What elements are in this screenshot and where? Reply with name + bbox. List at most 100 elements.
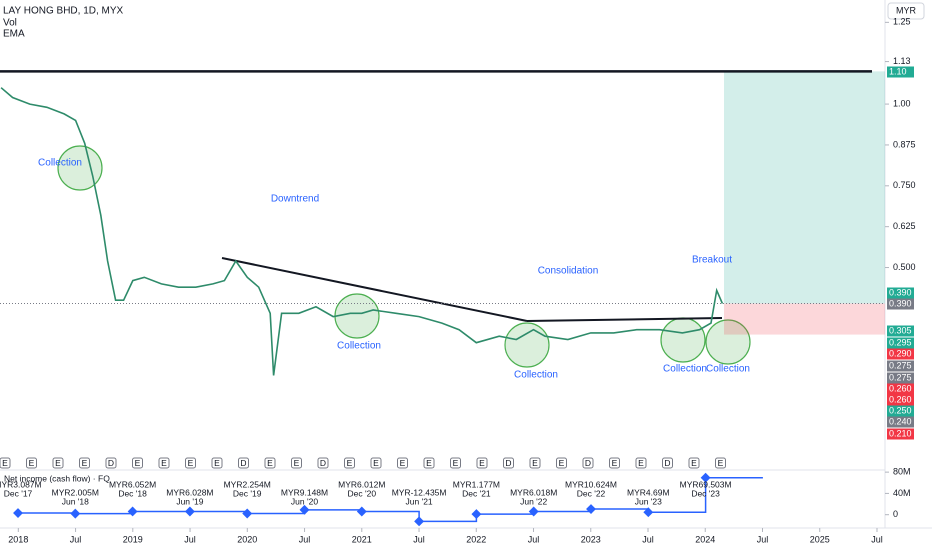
event-label: E bbox=[135, 458, 141, 468]
price-tag bbox=[887, 394, 914, 406]
circle bbox=[504, 322, 550, 368]
net-income-point bbox=[643, 507, 654, 518]
event-label: D bbox=[585, 458, 591, 468]
event-marker bbox=[688, 457, 700, 469]
event-label: D bbox=[108, 458, 114, 468]
event-label: E bbox=[691, 458, 697, 468]
event-label: D bbox=[664, 458, 670, 468]
annotation: Collection bbox=[38, 158, 82, 169]
x-tick-label: 2018 bbox=[8, 534, 28, 544]
event-label: E bbox=[267, 458, 273, 468]
chart-title: LAY HONG BHD, 1D, MYX bbox=[3, 6, 124, 17]
net-income-point bbox=[127, 506, 138, 517]
event-marker bbox=[450, 457, 461, 469]
x-tick-label: 2023 bbox=[581, 534, 601, 544]
circle bbox=[334, 293, 380, 339]
net-income-period: Jun '21 bbox=[406, 496, 433, 506]
event-marker bbox=[158, 457, 170, 469]
event-marker bbox=[582, 457, 594, 469]
net-income-value: MYR69.503M bbox=[680, 479, 732, 489]
annotation: Collection bbox=[663, 364, 707, 375]
net-income-value: MYR2.005M bbox=[52, 487, 99, 497]
trend-lines bbox=[221, 257, 723, 322]
event-marker bbox=[26, 457, 37, 469]
event-label: E bbox=[479, 458, 485, 468]
event-label: E bbox=[161, 458, 167, 468]
net-income-point bbox=[414, 516, 425, 527]
net-income-period: Jun '22 bbox=[520, 496, 547, 506]
annotation: Breakout bbox=[692, 255, 732, 266]
net-income-point bbox=[700, 472, 711, 483]
event-marker bbox=[397, 457, 408, 469]
event-label: E bbox=[400, 458, 406, 468]
target-zone bbox=[724, 71, 885, 304]
net-income-period: Dec '22 bbox=[577, 488, 606, 498]
net-income-value: MYR6.012M bbox=[338, 479, 385, 489]
circle bbox=[660, 317, 706, 363]
event-label: E bbox=[718, 458, 724, 468]
event-label: E bbox=[188, 458, 194, 468]
net-income-value: MYR6.018M bbox=[510, 487, 557, 497]
event-marker bbox=[370, 457, 382, 469]
net-income-value: MYR4.69M bbox=[627, 487, 670, 497]
currency-box[interactable] bbox=[887, 2, 925, 20]
event-label: E bbox=[214, 458, 220, 468]
price-tag-label: 0.250 bbox=[889, 405, 912, 415]
event-label: E bbox=[294, 458, 300, 468]
y-tick-label: 40M bbox=[893, 488, 911, 498]
price-tag-label: 0.390 bbox=[889, 287, 912, 297]
price-tag bbox=[887, 360, 914, 372]
price-line bbox=[0, 87, 724, 376]
trend-line bbox=[526, 317, 723, 322]
net-income-period: Jun '23 bbox=[635, 496, 662, 506]
net-income-period: Dec '18 bbox=[118, 488, 147, 498]
event-marker bbox=[317, 457, 329, 469]
x-tick-label: 2020 bbox=[237, 534, 257, 544]
net-income-period: Dec '17 bbox=[4, 488, 33, 498]
net-income-period: Jun '20 bbox=[291, 496, 318, 506]
y-tick-label: 0.625 bbox=[893, 221, 916, 231]
net-income-title: Net income (cash flow) · FQ bbox=[4, 473, 110, 483]
y-tick-label: 1.25 bbox=[893, 17, 911, 27]
net-income-value: MYR6.028M bbox=[166, 487, 213, 497]
event-marker bbox=[503, 457, 514, 469]
y-tick-label: 1.00 bbox=[893, 98, 911, 108]
event-marker bbox=[264, 457, 276, 469]
circle bbox=[705, 319, 751, 365]
price-tag-label: 0.240 bbox=[889, 416, 912, 426]
event-marker bbox=[52, 457, 64, 469]
annotation: Consolidation bbox=[538, 266, 599, 277]
indicator-label: EMA bbox=[3, 29, 25, 40]
price-tag bbox=[887, 287, 914, 299]
event-marker bbox=[556, 457, 567, 469]
event-marker bbox=[0, 457, 11, 469]
event-label: D bbox=[240, 458, 246, 468]
event-label: E bbox=[373, 458, 379, 468]
event-marker bbox=[105, 457, 117, 469]
net-income-value: MYR3.087M bbox=[0, 479, 42, 489]
x-tick-label: 2021 bbox=[352, 534, 372, 544]
event-label: D bbox=[505, 458, 511, 468]
net-income-value: MYR9.148M bbox=[281, 487, 328, 497]
event-marker bbox=[185, 457, 196, 469]
price-tag bbox=[887, 383, 914, 395]
net-income-point bbox=[586, 504, 596, 514]
x-tick-label: Jul bbox=[642, 534, 654, 544]
price-tag bbox=[887, 416, 914, 428]
event-label: E bbox=[82, 458, 88, 468]
event-marker bbox=[423, 457, 435, 469]
y-tick-label: 0 bbox=[893, 509, 898, 519]
price-tag-label: 0.275 bbox=[889, 360, 912, 370]
x-tick-label: Jul bbox=[413, 534, 425, 544]
net-income-value: MYR-12.435M bbox=[392, 487, 447, 497]
y-tick-label: 0.750 bbox=[893, 180, 916, 190]
event-label: E bbox=[453, 458, 459, 468]
currency[interactable]: MYR bbox=[896, 5, 917, 15]
net-income-point bbox=[242, 508, 253, 519]
y-tick-label: 80M bbox=[893, 467, 911, 477]
price-tag bbox=[887, 428, 914, 440]
event-marker bbox=[529, 457, 541, 469]
net-income-value: MYR6.052M bbox=[109, 479, 156, 489]
indicator-label: Vol bbox=[3, 18, 17, 29]
